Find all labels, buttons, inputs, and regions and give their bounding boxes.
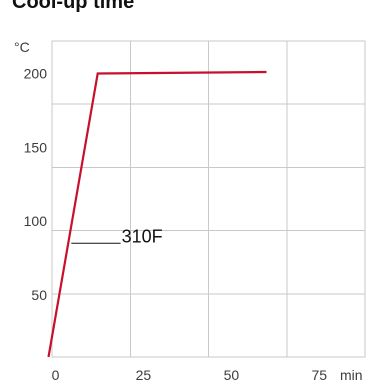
x-tick-label: 50 (224, 367, 240, 381)
y-tick-label: 200 (24, 65, 48, 81)
grid (51, 40, 366, 358)
partial-heading: Cool-up time (12, 0, 134, 13)
y-tick-label: 50 (31, 287, 47, 303)
y-axis-label: °C (14, 39, 30, 55)
y-tick-label: 150 (24, 139, 48, 155)
y-tick-label: 100 (24, 213, 48, 229)
annotations: 310F (71, 226, 163, 246)
x-axis-label: min (340, 367, 363, 381)
x-tick-label: 75 (311, 367, 327, 381)
x-tick-label: 25 (136, 367, 152, 381)
annotation-label-310f: 310F (122, 226, 163, 246)
series-line-310f (47, 70, 267, 358)
x-tick-label: 0 (52, 367, 60, 381)
series (47, 70, 267, 358)
tick-labels: 50 100 150 200 0 25 50 75 (24, 65, 328, 381)
